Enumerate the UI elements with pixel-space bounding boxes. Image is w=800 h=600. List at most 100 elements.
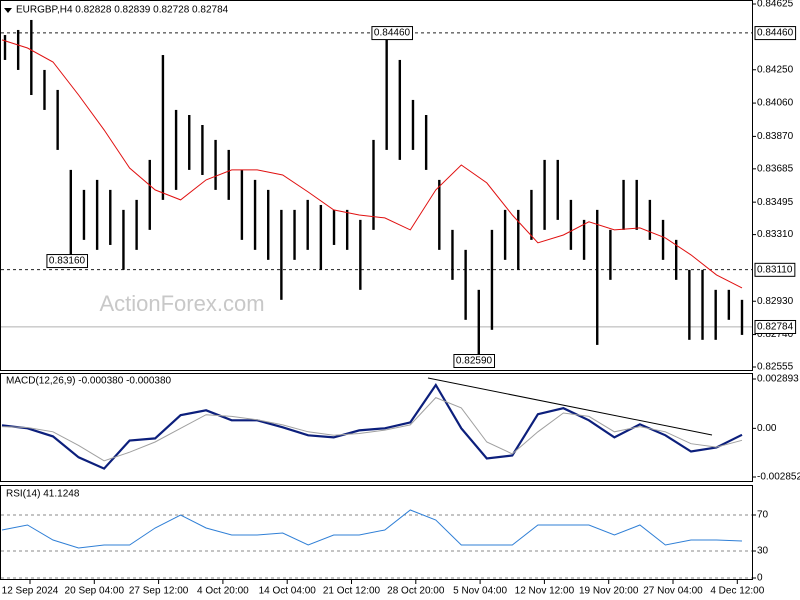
price-bar — [56, 89, 59, 150]
price-bar — [411, 99, 415, 150]
price-bar — [188, 115, 191, 170]
price-bar — [477, 289, 480, 360]
x-tick-label: 19 Nov 20:00 — [579, 586, 639, 597]
y-tick-label: 0.83495 — [757, 197, 794, 208]
price-bar — [438, 179, 441, 250]
y-tick-label: 0.83685 — [757, 163, 794, 174]
y-tick-label: 0 — [757, 573, 763, 584]
level-label: 0.84460 — [757, 28, 794, 39]
price-bar — [82, 189, 86, 240]
x-tick-label: 12 Nov 12:00 — [515, 586, 575, 597]
price-annotation-box — [46, 254, 89, 269]
price-pane — [0, 0, 753, 371]
y-tick-label: 0.84250 — [757, 64, 794, 75]
price-bar — [451, 229, 454, 280]
level-label-box — [754, 319, 797, 334]
price-bar — [398, 59, 402, 160]
price-bar — [372, 139, 375, 230]
price-bar — [30, 19, 33, 96]
y-tick-label: 0.82930 — [757, 296, 794, 307]
macd-title: MACD(12,26,9) -0.000380 -0.000380 — [6, 376, 172, 387]
price-bar — [701, 269, 704, 340]
series-line — [1, 397, 743, 462]
series-line — [1, 382, 743, 470]
x-tick-label: 14 Oct 04:00 — [259, 586, 317, 597]
price-bar — [609, 229, 612, 280]
price-bar — [122, 209, 125, 270]
price-annotation-box — [371, 26, 414, 41]
price-bar — [3, 35, 7, 60]
price-bar — [161, 55, 165, 200]
chart-title: EURGBP,H4 0.82828 0.82839 0.82728 0.8278… — [16, 5, 229, 16]
level-label-box — [754, 262, 796, 277]
x-tick-label: 4 Oct 20:00 — [197, 586, 249, 597]
rsi-title: RSI(14) 41.1248 — [6, 489, 80, 500]
x-tick-label: 27 Sep 12:00 — [129, 586, 189, 597]
price-bar — [596, 209, 599, 345]
series-line — [1, 509, 743, 549]
price-bar — [714, 289, 717, 340]
price-bar — [688, 269, 691, 340]
y-tick-label: 0.84625 — [757, 0, 794, 10]
x-tick-label: 27 Nov 04:00 — [643, 586, 703, 597]
price-bar — [201, 125, 204, 175]
x-tick-label: 12 Sep 2024 — [2, 586, 59, 597]
price-bar — [214, 139, 217, 190]
price-bar — [503, 209, 507, 260]
price-bar — [517, 209, 520, 270]
price-bar — [95, 179, 99, 250]
price-annotation: 0.82590 — [456, 356, 493, 367]
x-tick-label: 20 Sep 04:00 — [65, 586, 125, 597]
price-bar — [240, 169, 244, 240]
y-tick-label: 0.002893 — [757, 374, 799, 385]
price-bar — [490, 229, 494, 330]
price-bar — [306, 199, 309, 250]
x-tick-label: 21 Oct 12:00 — [323, 586, 381, 597]
price-bar — [109, 189, 112, 245]
x-tick-label: 4 Dec 12:00 — [710, 586, 764, 597]
price-bar — [69, 169, 73, 260]
y-tick-label: 0.83870 — [757, 131, 794, 142]
price-bar — [661, 219, 665, 260]
price-bar — [674, 239, 678, 280]
y-tick-label: 0.00 — [757, 423, 777, 434]
y-tick-label: 0.83310 — [757, 229, 794, 240]
y-tick-label: 0.82555 — [757, 362, 794, 373]
price-bar — [135, 199, 138, 250]
level-label: 0.82784 — [757, 321, 794, 332]
price-bar — [740, 299, 744, 335]
trend-line — [427, 377, 713, 436]
price-bar — [267, 189, 270, 260]
price-bar — [319, 204, 323, 270]
x-tick-label: 5 Nov 04:00 — [453, 586, 507, 597]
price-bar — [569, 199, 573, 250]
price-bar — [464, 249, 467, 320]
price-bar — [530, 189, 533, 240]
price-bar — [556, 159, 559, 220]
price-bar — [293, 209, 296, 260]
price-bar — [16, 29, 20, 70]
watermark: ActionForex.com — [99, 291, 264, 316]
price-bar — [424, 115, 428, 170]
price-bar — [727, 289, 731, 320]
y-tick-label: 30 — [757, 546, 769, 557]
price-annotation-box — [453, 354, 496, 369]
price-bar — [227, 149, 230, 200]
price-bar — [648, 199, 652, 240]
y-tick-label: 0.84060 — [757, 98, 794, 109]
y-tick-label: 70 — [757, 510, 769, 521]
price-annotation: 0.84460 — [374, 28, 411, 39]
macd-pane — [0, 373, 753, 482]
series-line — [1, 39, 743, 289]
price-bar — [174, 109, 178, 190]
price-bar — [543, 159, 546, 230]
price-bar — [280, 209, 283, 300]
price-bar — [332, 209, 336, 245]
x-tick-label: 28 Oct 20:00 — [387, 586, 445, 597]
symbol-marker — [4, 8, 12, 13]
y-tick-label: -0.002852 — [757, 472, 800, 483]
price-bar — [582, 219, 586, 260]
price-bar — [253, 179, 257, 250]
price-bar — [635, 179, 638, 230]
